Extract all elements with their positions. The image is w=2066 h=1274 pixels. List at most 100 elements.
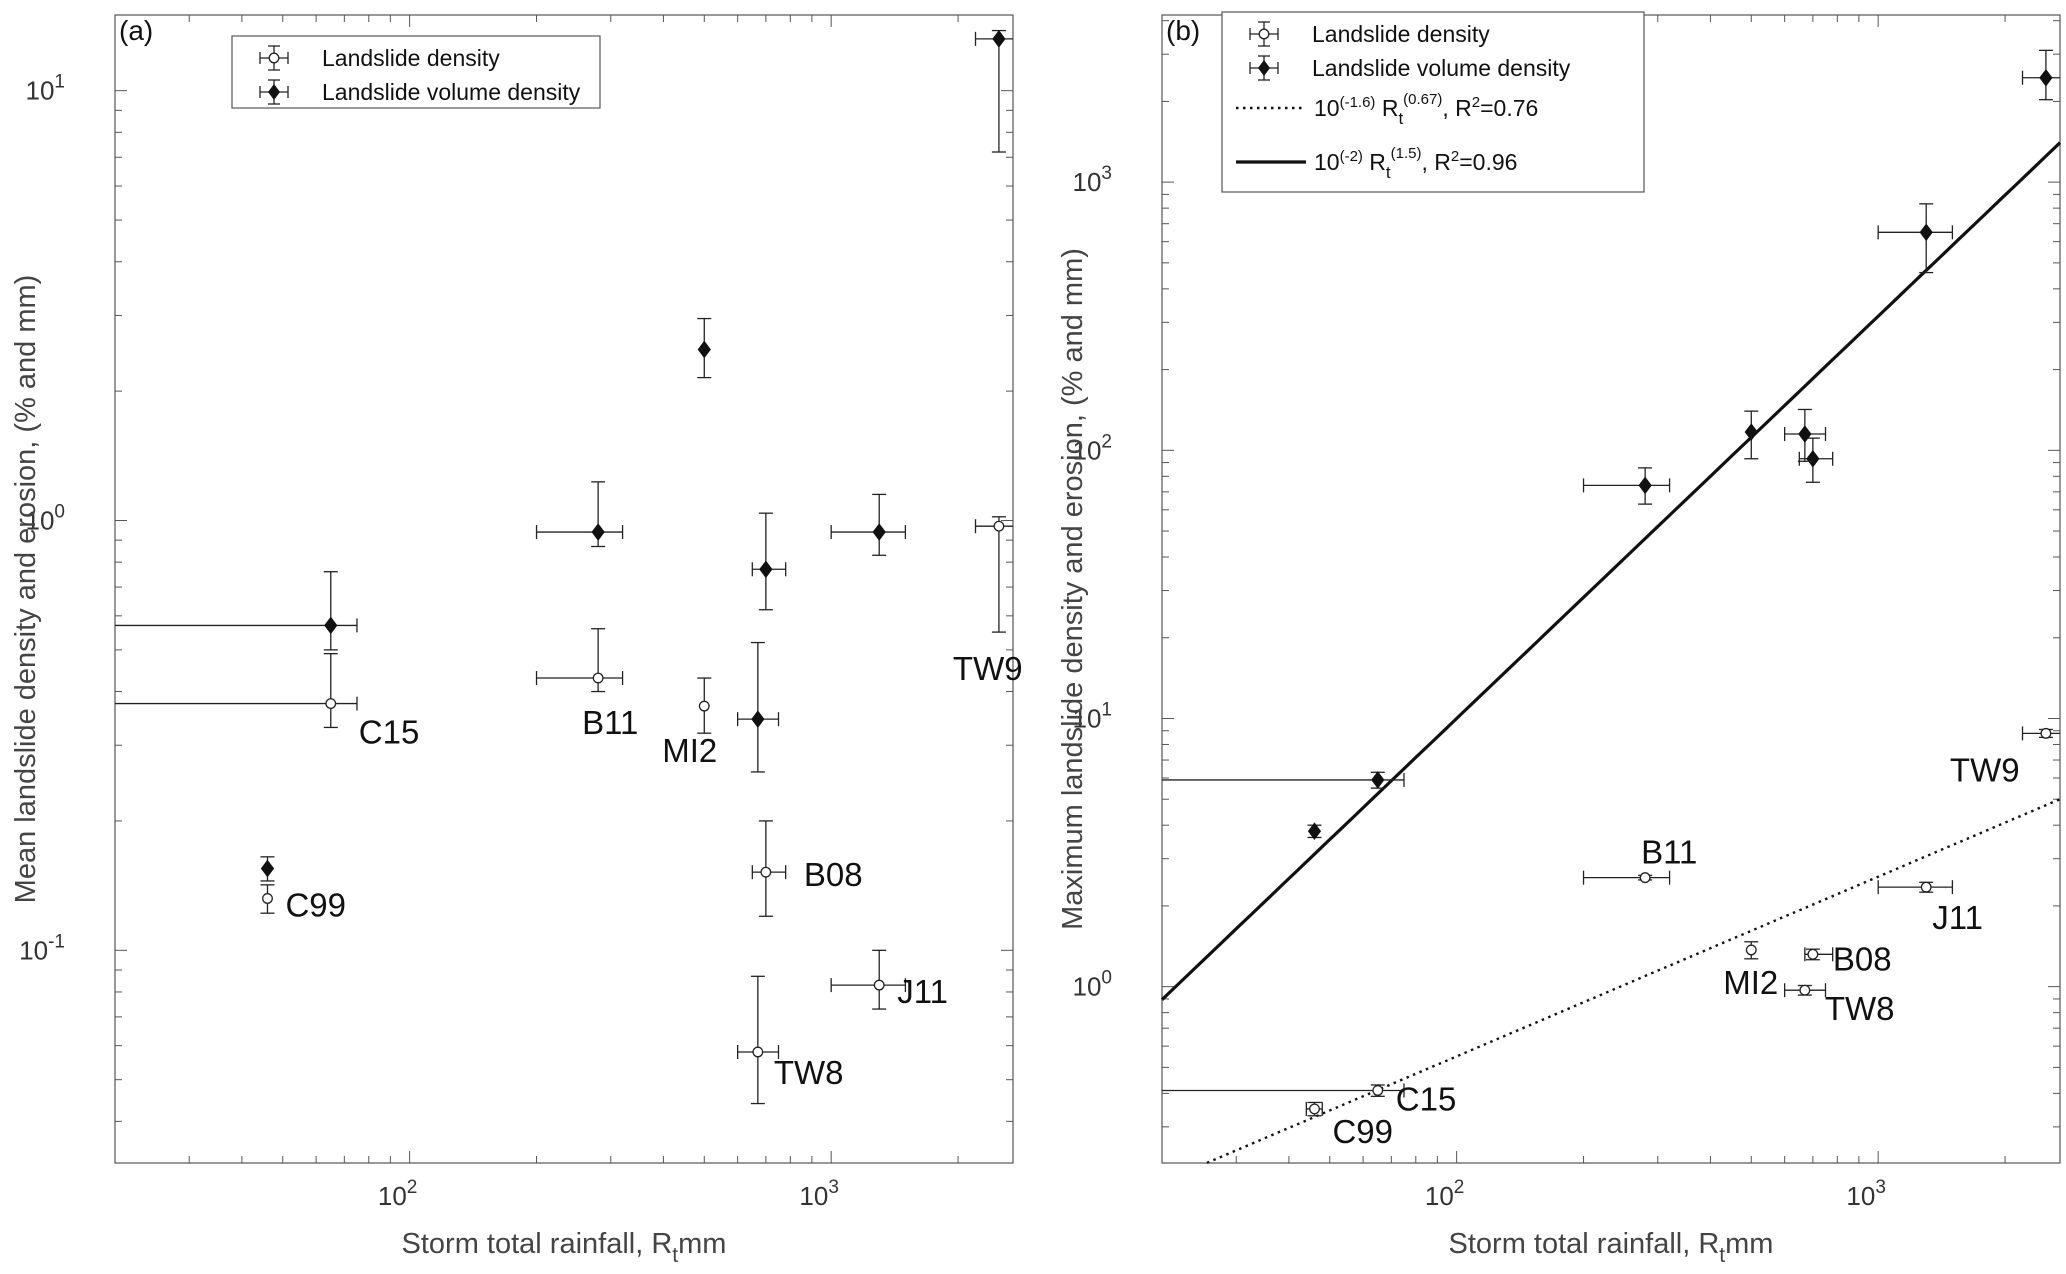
data-point-j11 xyxy=(1877,880,1954,895)
x-axis-label: Storm total rainfall, Rtmm xyxy=(402,1228,727,1267)
diamond-marker xyxy=(1371,771,1385,789)
fit-line-dotted xyxy=(1206,798,2061,1164)
data-point-c99 xyxy=(1307,822,1322,841)
y-tick-label: 103 xyxy=(1073,163,1113,197)
circle-marker xyxy=(760,866,772,878)
legend-entry: Landslide volume density xyxy=(1249,55,1571,81)
y-tick-label: 10-1 xyxy=(19,931,65,965)
data-point-b08 xyxy=(751,512,787,611)
legend: Landslide density Landslide volume densit… xyxy=(1221,11,1645,193)
legend-label: Landslide density xyxy=(322,45,500,71)
site-label-tw9: TW9 xyxy=(1950,751,2020,788)
site-label-c15: C15 xyxy=(359,714,420,751)
data-point-b11 xyxy=(535,628,624,693)
data-point-mi2 xyxy=(1744,941,1759,960)
diamond-marker xyxy=(324,616,338,635)
circle-marker xyxy=(1807,948,1819,960)
circle-marker xyxy=(1799,984,1811,996)
y-axis-label: Mean landslide density and erosion, (% a… xyxy=(10,275,42,904)
x-tick-label: 102 xyxy=(1425,1177,1465,1211)
x-tick-label: 102 xyxy=(378,1177,418,1211)
y-tick-label: 101 xyxy=(26,72,66,106)
panel-label: (b) xyxy=(1166,15,1200,46)
site-label-c99: C99 xyxy=(285,886,346,923)
legend-label: Landslide density xyxy=(1312,21,1490,47)
x-tick-label: 103 xyxy=(799,1177,839,1211)
circle-marker xyxy=(698,700,710,712)
data-point-tw8 xyxy=(737,641,780,773)
site-label-tw9: TW9 xyxy=(953,650,1023,687)
circle-marker xyxy=(1745,944,1757,956)
legend-entry: Landslide density xyxy=(1249,21,1490,47)
site-label-mi2: MI2 xyxy=(662,732,717,769)
site-label-c99: C99 xyxy=(1332,1113,1393,1150)
tick-marks xyxy=(114,15,1013,1163)
diamond-marker xyxy=(1919,223,1933,242)
data-point-j11 xyxy=(830,493,907,556)
legend-label: 10(-2) Rt(1.5), R2=0.96 xyxy=(1314,145,1517,182)
site-label-b08: B08 xyxy=(804,856,863,893)
legend-box xyxy=(231,35,601,109)
y-tick-label: 101 xyxy=(1073,699,1113,733)
series-landslide-density xyxy=(1162,726,2060,1117)
data-point-tw9 xyxy=(2021,49,2060,101)
circle-marker xyxy=(1309,1103,1320,1115)
data-point-tw9 xyxy=(974,516,1013,633)
legend-entry: 10(-1.6) Rt(0.67), R2=0.76 xyxy=(1236,91,1538,128)
data-point-c15 xyxy=(1162,1083,1405,1098)
data-point-tw9 xyxy=(2021,726,2060,741)
data-point-b11 xyxy=(1582,870,1671,885)
diamond-marker xyxy=(751,710,765,728)
y-tick-label: 100 xyxy=(1073,968,1113,1002)
data-point-b08 xyxy=(751,820,787,917)
diamond-marker xyxy=(872,523,886,541)
legend-label: Landslide volume density xyxy=(322,79,581,105)
diamond-marker xyxy=(992,30,1006,48)
data-point-c99 xyxy=(1305,1101,1323,1117)
circle-marker xyxy=(1920,881,1932,893)
data-point-tw8 xyxy=(737,975,780,1105)
data-point-tw8 xyxy=(1784,408,1827,462)
data-point-c15 xyxy=(1162,771,1405,789)
diamond-marker xyxy=(591,523,605,541)
diamond-marker xyxy=(1744,423,1758,441)
x-tick-label: 103 xyxy=(1846,1177,1886,1211)
series-landslide-density xyxy=(115,516,1013,1105)
data-point-c15 xyxy=(115,571,358,651)
site-label-j11: J11 xyxy=(1932,899,1983,936)
diamond-marker xyxy=(697,340,711,359)
circle-marker xyxy=(262,893,273,904)
legend-circle-marker xyxy=(1258,28,1270,40)
site-label-mi2: MI2 xyxy=(1723,964,1778,1001)
diamond-marker xyxy=(2039,68,2053,87)
data-point-mi2 xyxy=(1744,410,1759,460)
site-label-tw8: TW8 xyxy=(774,1054,844,1091)
site-label-b08: B08 xyxy=(1833,940,1892,977)
diamond-marker xyxy=(1806,449,1820,468)
y-tick-label: 102 xyxy=(1073,431,1113,465)
diamond-marker xyxy=(1307,822,1322,841)
site-label-j11: J11 xyxy=(897,973,948,1010)
data-point-j11 xyxy=(830,949,907,1010)
legend-entry: 10(-2) Rt(1.5), R2=0.96 xyxy=(1236,145,1517,182)
diamond-marker xyxy=(260,859,275,878)
data-point-b08 xyxy=(1804,947,1834,962)
site-label-b11: B11 xyxy=(582,704,638,741)
y-tick-label: 100 xyxy=(26,501,66,535)
diamond-marker xyxy=(759,560,773,579)
x-axis-label: Storm total rainfall, Rtmm xyxy=(1449,1228,1774,1267)
data-point-tw8 xyxy=(1784,983,1827,998)
plot-frame xyxy=(114,14,1014,1164)
chart-panel-b: 102 103 100 101 102 103 Storm total rainfall, … xyxy=(1057,11,2062,1267)
data-point-c99 xyxy=(260,856,275,882)
fit-line-solid xyxy=(1160,141,2062,1001)
chart-panel-a: 102 103 10-1 100 101 Storm total rainfall, Rt… xyxy=(10,14,1023,1267)
data-point-c99 xyxy=(260,884,275,914)
legend: Landslide density Landslide volume densit… xyxy=(231,35,601,109)
y-axis-label: Maximum landslide density and erosion, (… xyxy=(1057,248,1089,930)
site-label-tw8: TW8 xyxy=(1825,990,1895,1027)
data-point-tw9 xyxy=(974,29,1013,153)
legend-circle-marker xyxy=(268,52,280,64)
circle-marker xyxy=(325,698,337,710)
